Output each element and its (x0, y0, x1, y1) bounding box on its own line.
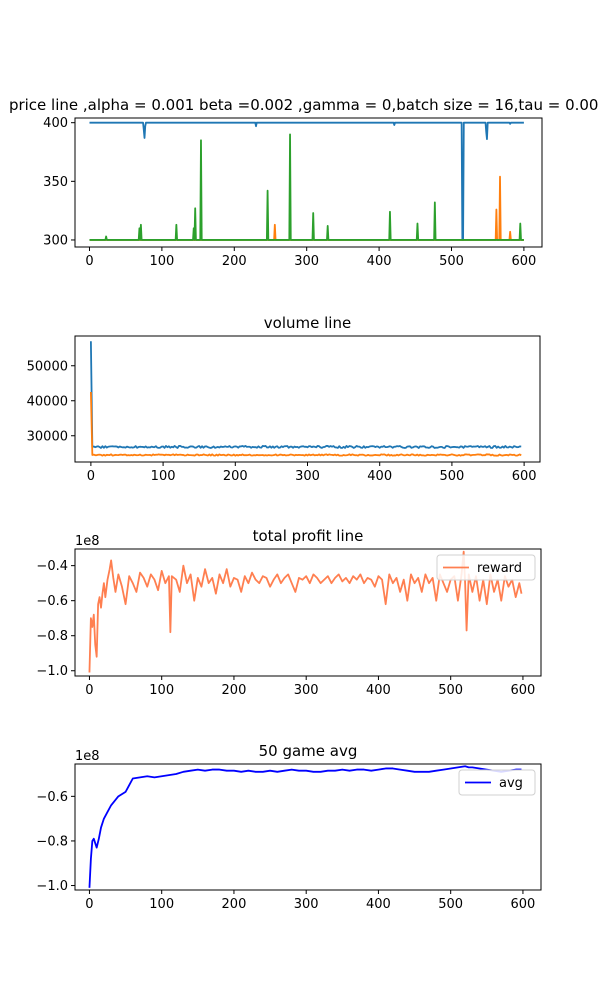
x-tick-label: 0 (85, 897, 93, 912)
series-line-series-1 (89, 121, 524, 241)
x-tick-label: 0 (85, 254, 93, 269)
y-tick-label: 50000 (27, 359, 68, 374)
chart-panel-4: 0 100 200 300 400 500 600 −1.0 −0.8 −0.6 1e8 50 gam… (36, 742, 542, 912)
y-tick-label: −0.8 (36, 834, 68, 849)
x-tick-label: 200 (222, 683, 247, 698)
x-tick-label: 300 (295, 469, 320, 484)
x-tick-label: 600 (511, 254, 536, 269)
legend-label: reward (477, 561, 522, 576)
x-tick-label: 200 (222, 897, 247, 912)
x-tick-label: 600 (511, 897, 536, 912)
y-tick-label: 400 (43, 116, 68, 131)
x-tick-label: 500 (439, 469, 464, 484)
y-tick-label: 350 (43, 175, 68, 190)
x-tick-label: 100 (151, 469, 176, 484)
chart-title: price line ,alpha = 0.001 beta =0.002 ,g… (9, 96, 600, 114)
x-tick-label: 0 (85, 683, 93, 698)
series-line-series-3 (89, 133, 524, 241)
x-tick-label: 200 (222, 254, 247, 269)
x-tick-label: 300 (294, 254, 319, 269)
y-tick-label: −1.0 (36, 664, 68, 679)
x-tick-label: 600 (512, 469, 537, 484)
y-offset-label: 1e8 (75, 534, 100, 549)
y-tick-label: 40000 (27, 394, 68, 409)
series-line-avg (88, 765, 522, 888)
legend: reward (436, 554, 536, 581)
series-line-series-2 (89, 391, 522, 457)
x-tick-label: 300 (294, 683, 319, 698)
chart-title: 50 game avg (259, 742, 358, 760)
chart-panel-1: 0 100 200 300 400 500 600 300 350 400 price line ,… (9, 96, 600, 269)
x-tick-label: 200 (223, 469, 248, 484)
x-tick-label: 400 (366, 683, 391, 698)
chart-title: volume line (264, 314, 351, 332)
legend-label: avg (499, 776, 523, 791)
series-line-series-1 (89, 341, 522, 449)
y-tick-label: −1.0 (36, 879, 68, 894)
x-tick-label: 100 (149, 683, 174, 698)
x-tick-label: 100 (149, 897, 174, 912)
y-tick-label: 30000 (27, 429, 68, 444)
axes-frame (74, 763, 542, 891)
x-tick-label: 400 (367, 469, 392, 484)
x-tick-label: 400 (366, 897, 391, 912)
chart-panel-2: 0 100 200 300 400 500 600 30000 40000 50000 volume… (27, 314, 541, 484)
x-tick-label: 300 (294, 897, 319, 912)
x-tick-label: 500 (439, 254, 464, 269)
legend-box (458, 769, 536, 796)
x-tick-label: 600 (511, 683, 536, 698)
x-tick-label: 0 (87, 469, 95, 484)
x-tick-label: 100 (149, 254, 174, 269)
y-tick-label: −0.4 (36, 559, 68, 574)
y-tick-label: −0.8 (36, 629, 68, 644)
y-offset-label: 1e8 (75, 749, 100, 764)
y-tick-label: −0.6 (36, 594, 68, 609)
legend-box (436, 554, 536, 581)
y-tick-label: 300 (43, 233, 68, 248)
chart-panel-3: 0 100 200 300 400 500 600 −1.0 −0.8 −0.6 −0.4 1e8 to… (36, 527, 542, 698)
chart-title: total profit line (253, 527, 364, 545)
x-tick-label: 500 (438, 683, 463, 698)
y-tick-label: −0.6 (36, 790, 68, 805)
axes-frame (74, 548, 542, 677)
x-tick-label: 500 (438, 897, 463, 912)
legend: avg (458, 769, 536, 796)
x-tick-label: 400 (367, 254, 392, 269)
axes-frame (74, 117, 543, 248)
